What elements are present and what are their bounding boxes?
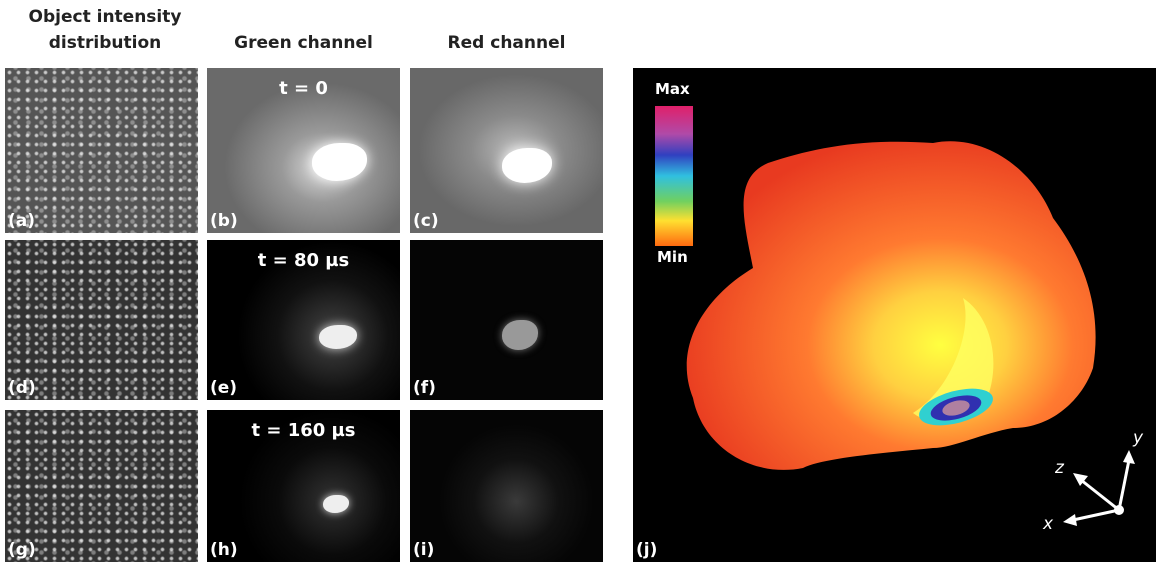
axis-triad [1063,450,1135,526]
image-panel: (i) [410,410,603,562]
intensity-cloud [687,141,1096,470]
colorbar-max: Max [655,80,690,98]
column-header: Red channel [410,30,603,56]
page: Object intensity distribution Green chan… [0,0,1156,562]
time-label: t = 0 [207,78,400,99]
column-header: Green channel [207,30,400,56]
image-panel: Max Min y z x (j) [633,68,1156,562]
image-panel: (c) [410,68,603,233]
panel-label: (j) [636,540,657,560]
panel-label: (c) [413,211,439,231]
column-header: Object intensity distribution [0,4,210,56]
image-panel: (f) [410,240,603,400]
panel-label: (f) [413,378,436,398]
axis-label: y [1133,428,1143,448]
bright-spot [319,325,357,349]
image-panel: t = 80 µs (e) [207,240,400,400]
panel-label: (e) [210,378,237,398]
colorbar-min: Min [657,248,688,266]
axis-label: x [1043,514,1053,534]
panel-label: (d) [8,378,36,398]
reconstruction [633,68,1156,562]
image-panel: t = 160 µs (h) [207,410,400,562]
time-label: t = 160 µs [207,420,400,441]
bright-spot [502,320,538,350]
panel-label: (i) [413,540,434,560]
image-panel: (a) [5,68,198,233]
panel-label: (a) [8,211,35,231]
panel-label: (h) [210,540,238,560]
panel-label: (b) [210,211,238,231]
image-panel: (d) [5,240,198,400]
colorbar [655,106,693,246]
image-panel: t = 0 (b) [207,68,400,233]
axis-label: z [1055,458,1064,478]
bright-spot [502,148,552,183]
time-label: t = 80 µs [207,250,400,271]
panel-label: (g) [8,540,36,560]
image-panel: (g) [5,410,198,562]
bright-spot [323,495,349,513]
bright-spot [312,143,367,181]
